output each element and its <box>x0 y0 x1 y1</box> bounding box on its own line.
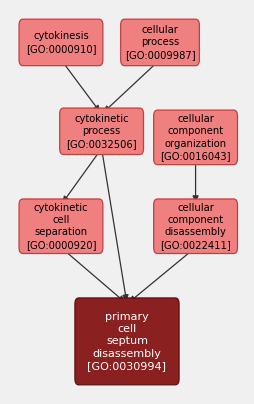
Text: cellular
process
[GO:0009987]: cellular process [GO:0009987] <box>125 25 195 60</box>
FancyBboxPatch shape <box>19 19 103 65</box>
Text: cytokinetic
process
[GO:0032506]: cytokinetic process [GO:0032506] <box>66 114 137 149</box>
Text: cellular
component
disassembly
[GO:0022411]: cellular component disassembly [GO:00224… <box>160 203 231 250</box>
Text: cytokinesis
[GO:0000910]: cytokinesis [GO:0000910] <box>26 31 96 54</box>
FancyBboxPatch shape <box>121 19 199 65</box>
FancyBboxPatch shape <box>60 108 144 154</box>
FancyBboxPatch shape <box>75 298 179 385</box>
FancyBboxPatch shape <box>19 199 103 254</box>
Text: cytokinetic
cell
separation
[GO:0000920]: cytokinetic cell separation [GO:0000920] <box>26 203 96 250</box>
Text: cellular
component
organization
[GO:0016043]: cellular component organization [GO:0016… <box>160 114 231 161</box>
Text: primary
cell
septum
disassembly
[GO:0030994]: primary cell septum disassembly [GO:0030… <box>87 311 167 371</box>
FancyBboxPatch shape <box>154 110 237 165</box>
FancyBboxPatch shape <box>154 199 237 254</box>
